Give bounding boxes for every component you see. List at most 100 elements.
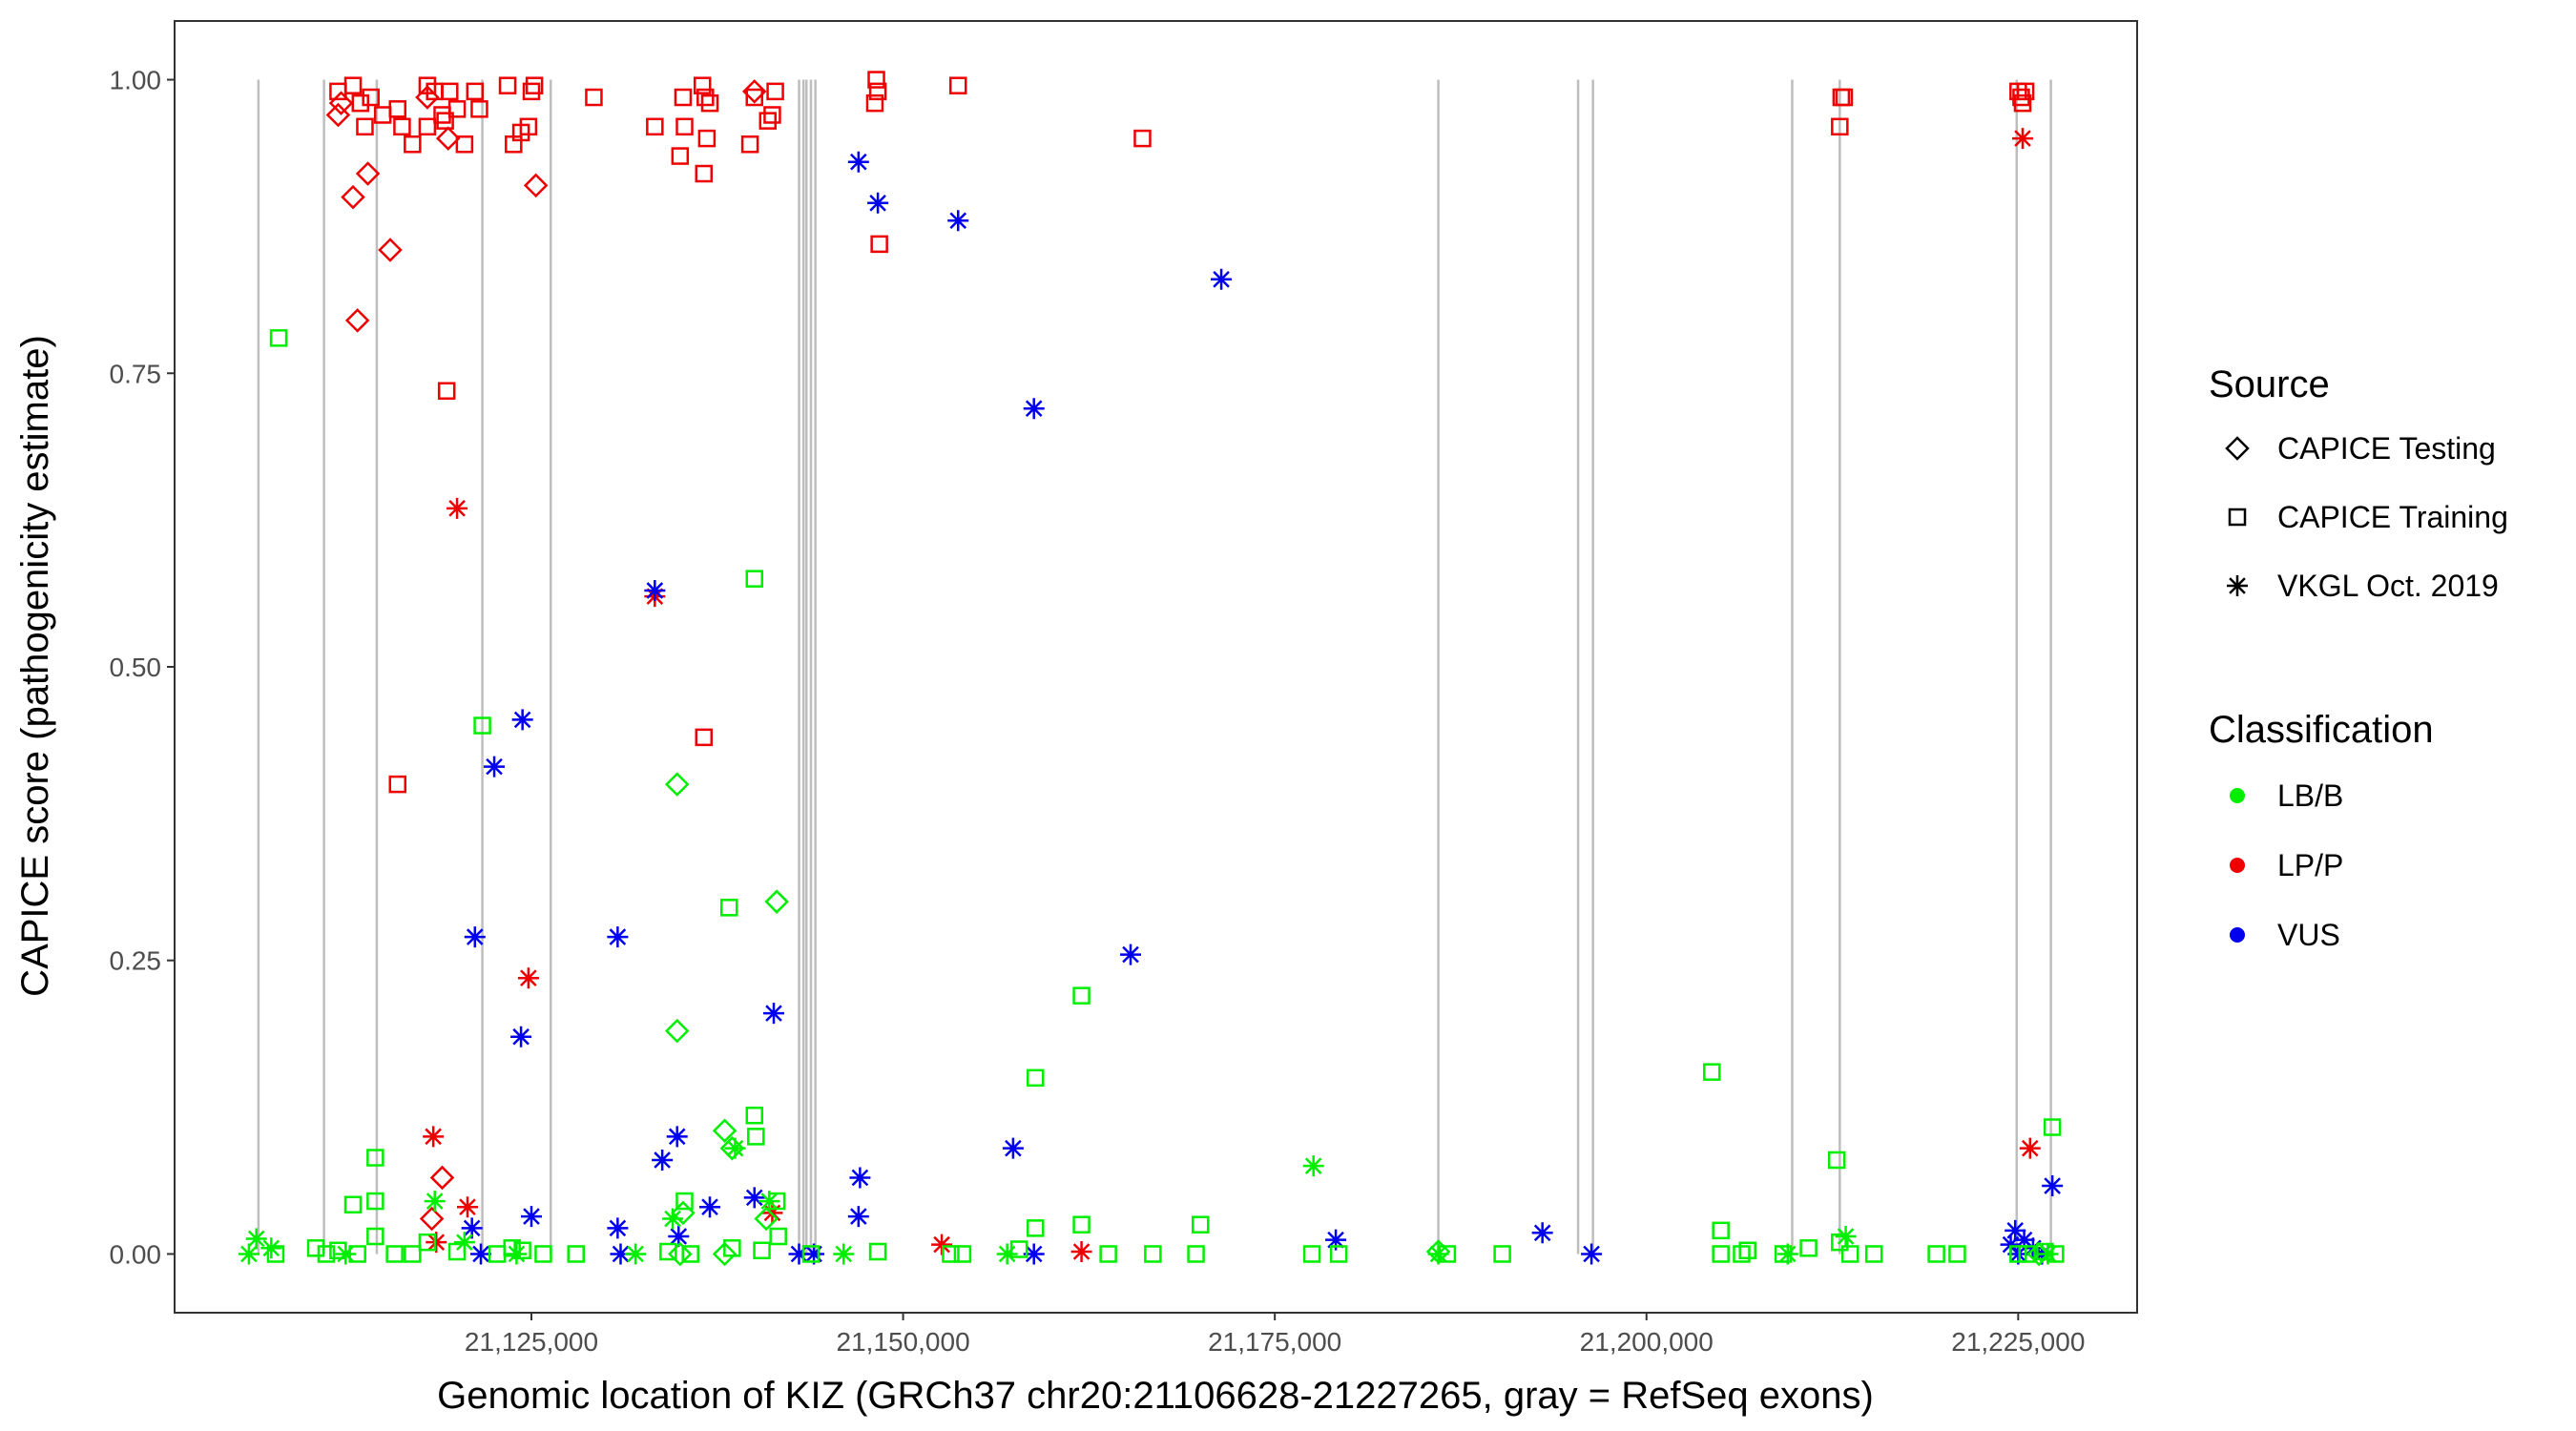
data-point bbox=[868, 82, 887, 101]
x-axis-title: Genomic location of KIZ (GRCh37 chr20:21… bbox=[437, 1375, 1874, 1417]
data-point bbox=[607, 926, 629, 948]
data-point bbox=[436, 112, 454, 130]
data-point bbox=[865, 93, 884, 113]
data-point bbox=[675, 1192, 694, 1211]
data-point bbox=[1703, 1063, 1721, 1081]
data-point bbox=[849, 1167, 871, 1189]
data-point bbox=[2013, 1229, 2035, 1251]
data-point bbox=[1712, 1221, 1730, 1240]
data-point bbox=[1774, 1245, 1793, 1263]
y-tick-label: 0.00 bbox=[110, 1239, 162, 1269]
data-point bbox=[366, 1227, 384, 1246]
data-point bbox=[453, 1232, 475, 1254]
data-point bbox=[585, 88, 603, 107]
data-point bbox=[343, 1195, 363, 1214]
data-point bbox=[674, 88, 693, 107]
data-point bbox=[447, 1242, 467, 1261]
data-point bbox=[1738, 1241, 1756, 1260]
data-point bbox=[712, 1241, 737, 1267]
data-point bbox=[931, 1234, 953, 1255]
data-point bbox=[847, 1206, 869, 1228]
data-point bbox=[867, 71, 885, 89]
data-point bbox=[671, 1200, 696, 1226]
data-point bbox=[1733, 1245, 1751, 1263]
legend-label: VUS bbox=[2277, 918, 2340, 952]
data-point bbox=[763, 1003, 785, 1025]
data-point bbox=[470, 100, 488, 118]
data-point bbox=[803, 1243, 825, 1265]
data-point bbox=[525, 76, 544, 94]
data-point bbox=[404, 135, 422, 154]
data-point bbox=[378, 238, 403, 262]
data-point bbox=[681, 1245, 699, 1263]
data-point bbox=[1144, 1245, 1162, 1263]
data-point bbox=[758, 112, 778, 130]
data-point bbox=[1827, 1151, 1846, 1170]
data-point bbox=[419, 1206, 445, 1232]
data-point bbox=[513, 1241, 531, 1260]
data-point bbox=[344, 308, 370, 333]
data-point bbox=[447, 100, 467, 118]
data-point bbox=[695, 728, 714, 747]
data-point bbox=[437, 382, 456, 400]
y-tick-label: 0.25 bbox=[110, 946, 162, 976]
data-point bbox=[423, 1126, 445, 1148]
legend-label: CAPICE Training bbox=[2277, 500, 2508, 534]
data-point bbox=[1120, 944, 1142, 965]
data-point bbox=[2018, 1245, 2036, 1263]
legend-title-classification: Classification bbox=[2209, 709, 2434, 751]
data-point bbox=[942, 1245, 960, 1263]
data-point bbox=[610, 1243, 632, 1265]
data-point bbox=[754, 1206, 779, 1232]
data-point bbox=[317, 1245, 336, 1263]
data-point bbox=[1023, 398, 1045, 420]
data-point bbox=[1425, 1239, 1451, 1264]
data-point bbox=[668, 1225, 690, 1247]
data-point bbox=[763, 106, 781, 124]
data-point bbox=[2009, 1245, 2027, 1263]
x-tick-label: 21,200,000 bbox=[1580, 1327, 1714, 1357]
data-point bbox=[1864, 1245, 1883, 1263]
data-point bbox=[534, 1245, 552, 1263]
data-point bbox=[740, 135, 759, 154]
data-point bbox=[1211, 268, 1233, 290]
data-point bbox=[2000, 1234, 2022, 1255]
x-axis: 21,125,000 21,150,000 21,175,000 21,200,000… bbox=[465, 1313, 2085, 1357]
data-point bbox=[1027, 1068, 1045, 1088]
data-point bbox=[697, 129, 717, 148]
data-point bbox=[356, 117, 374, 136]
x-tick-label: 21,225,000 bbox=[1951, 1327, 2085, 1357]
data-point bbox=[745, 88, 763, 107]
data-point bbox=[260, 1237, 282, 1259]
data-point bbox=[1302, 1245, 1321, 1263]
data-point bbox=[418, 1233, 437, 1252]
data-point bbox=[695, 164, 714, 183]
data-point bbox=[464, 926, 486, 948]
data-point bbox=[2013, 93, 2032, 113]
data-point bbox=[947, 210, 969, 232]
data-point bbox=[1027, 1219, 1045, 1237]
data-point bbox=[769, 1227, 787, 1246]
data-point bbox=[1070, 1240, 1092, 1262]
data-point bbox=[362, 88, 380, 107]
data-point bbox=[306, 1239, 325, 1257]
data-point bbox=[506, 1243, 528, 1265]
data-point bbox=[473, 716, 491, 735]
legend-key-asterisk bbox=[2227, 575, 2248, 596]
data-point bbox=[712, 1118, 737, 1143]
data-point bbox=[1072, 986, 1091, 1005]
data-point bbox=[700, 93, 719, 113]
data-point bbox=[1133, 129, 1152, 148]
data-point bbox=[996, 1243, 1018, 1265]
data-point bbox=[355, 161, 381, 186]
data-point bbox=[245, 1228, 267, 1250]
data-point bbox=[1776, 1243, 1798, 1265]
data-point bbox=[325, 102, 351, 128]
data-point bbox=[659, 1242, 677, 1261]
data-point bbox=[847, 151, 869, 173]
data-point bbox=[1835, 1225, 1857, 1247]
legend-label: LB/B bbox=[2277, 778, 2343, 813]
legend-label: CAPICE Testing bbox=[2277, 431, 2496, 466]
data-point bbox=[1099, 1245, 1117, 1263]
data-point bbox=[948, 76, 967, 94]
